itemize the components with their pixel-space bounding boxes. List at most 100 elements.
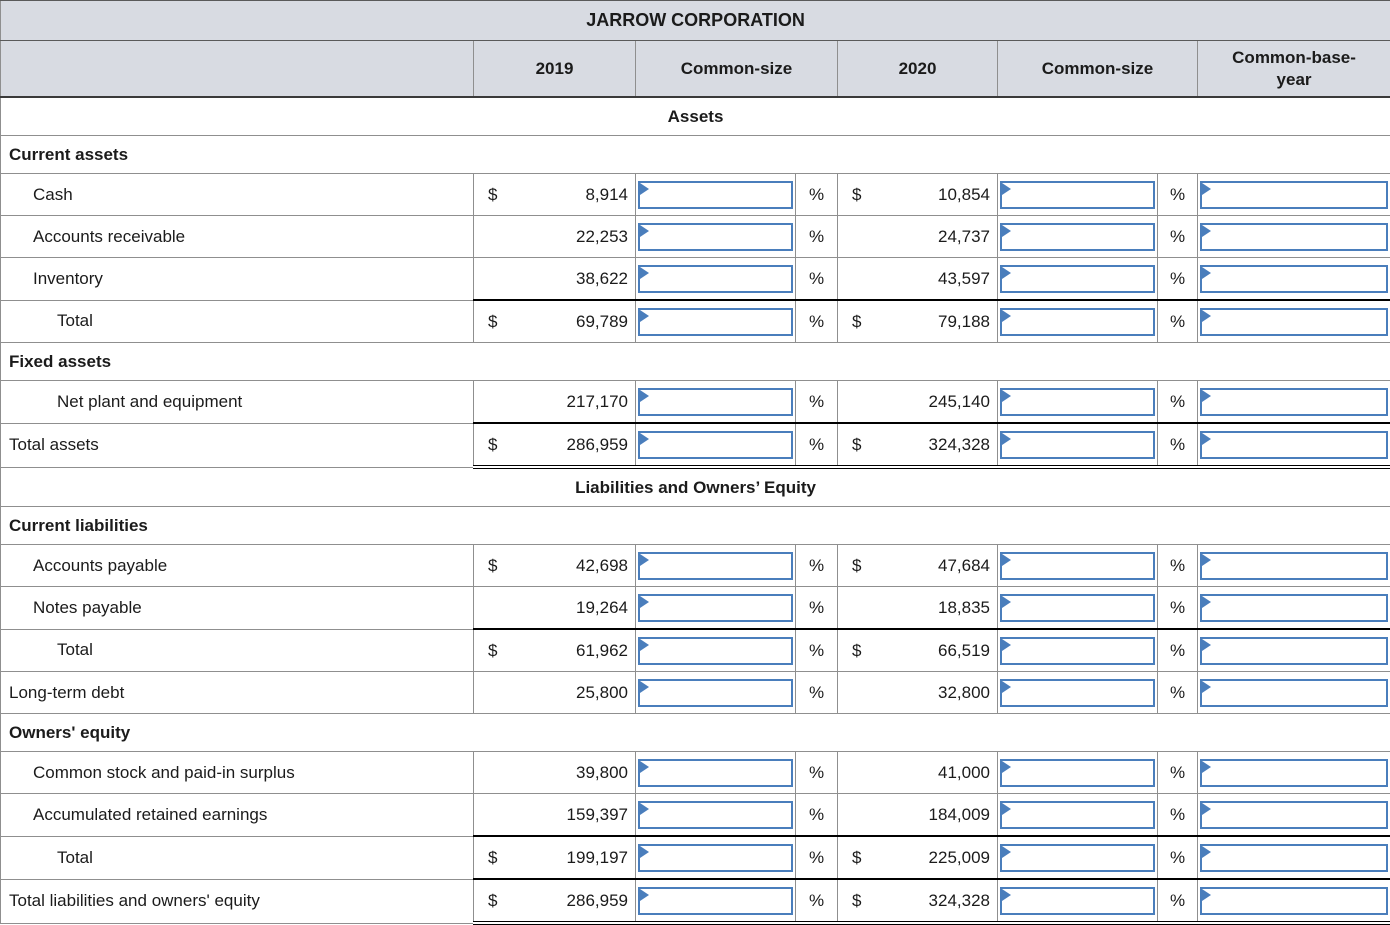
common-size-2020-input[interactable] xyxy=(1000,759,1155,787)
common-base-year-input[interactable] xyxy=(1200,801,1388,829)
common-size-2019-input[interactable] xyxy=(638,679,793,707)
common-size-2019-input[interactable] xyxy=(638,844,793,872)
common-base-year-input[interactable] xyxy=(1200,223,1388,251)
answer-flag-icon xyxy=(1202,554,1211,566)
cell-2020-value: $10,854 xyxy=(838,174,998,216)
common-size-2019-input[interactable] xyxy=(638,265,793,293)
row-label: Total xyxy=(1,629,474,672)
common-size-2019-input[interactable] xyxy=(638,887,793,915)
percent-sign: % xyxy=(1158,836,1198,879)
common-base-year-input[interactable] xyxy=(1200,431,1388,459)
row-label: Total liabilities and owners' equity xyxy=(1,879,474,923)
percent-sign: % xyxy=(1158,672,1198,714)
common-size-2020-input[interactable] xyxy=(1000,679,1155,707)
common-size-2020-input[interactable] xyxy=(1000,431,1155,459)
common-base-year-input[interactable] xyxy=(1200,552,1388,580)
common-size-2020-input[interactable] xyxy=(1000,265,1155,293)
common-size-2019-input[interactable] xyxy=(638,431,793,459)
common-base-year-input[interactable] xyxy=(1200,759,1388,787)
row-label: Inventory xyxy=(1,258,474,301)
value-2020: 10,854 xyxy=(938,185,990,204)
common-size-2019-input[interactable] xyxy=(638,308,793,336)
answer-flag-icon xyxy=(1002,596,1011,608)
table-row-total-assets: Total assets $286,959 % $324,328 % xyxy=(1,423,1390,467)
cell-2020-value: 245,140 xyxy=(838,381,998,424)
common-size-2020-input[interactable] xyxy=(1000,181,1155,209)
answer-flag-icon xyxy=(1202,803,1211,815)
common-base-year-input[interactable] xyxy=(1200,181,1388,209)
table-row-accumulated-retained-earnings: Accumulated retained earnings 159,397 % … xyxy=(1,794,1390,837)
answer-flag-icon xyxy=(1202,761,1211,773)
common-base-year-input[interactable] xyxy=(1200,388,1388,416)
percent-sign: % xyxy=(796,381,838,424)
cell-2019-value: 38,622 xyxy=(474,258,636,301)
answer-flag-icon xyxy=(1202,681,1211,693)
answer-flag-icon xyxy=(1202,225,1211,237)
cell-2020-value: $225,009 xyxy=(838,836,998,879)
cell-2020-value: 24,737 xyxy=(838,216,998,258)
cell-2020-value: $47,684 xyxy=(838,545,998,587)
cell-2019-value: $61,962 xyxy=(474,629,636,672)
answer-flag-icon xyxy=(640,554,649,566)
answer-flag-icon xyxy=(1002,554,1011,566)
group-header-owners-equity: Owners' equity xyxy=(1,714,1390,752)
common-size-2020-input[interactable] xyxy=(1000,594,1155,622)
common-size-2019-input[interactable] xyxy=(638,552,793,580)
answer-flag-icon xyxy=(640,761,649,773)
common-base-year-input[interactable] xyxy=(1200,844,1388,872)
cell-2020-value: $79,188 xyxy=(838,300,998,343)
common-base-year-input[interactable] xyxy=(1200,265,1388,293)
common-size-2019-input[interactable] xyxy=(638,181,793,209)
common-base-year-input[interactable] xyxy=(1200,308,1388,336)
row-label: Accounts receivable xyxy=(1,216,474,258)
percent-sign: % xyxy=(1158,300,1198,343)
column-header-2019: 2019 xyxy=(474,41,636,98)
percent-sign: % xyxy=(796,836,838,879)
row-label: Accumulated retained earnings xyxy=(1,794,474,837)
cell-2019-value: 19,264 xyxy=(474,587,636,630)
answer-flag-icon xyxy=(1002,681,1011,693)
common-base-year-input[interactable] xyxy=(1200,679,1388,707)
cell-2019-value: 22,253 xyxy=(474,216,636,258)
common-size-2020-input[interactable] xyxy=(1000,844,1155,872)
common-size-2020-input[interactable] xyxy=(1000,801,1155,829)
answer-flag-icon xyxy=(1002,225,1011,237)
answer-flag-icon xyxy=(1002,846,1011,858)
common-size-2020-input[interactable] xyxy=(1000,223,1155,251)
percent-sign: % xyxy=(796,752,838,794)
column-header-row: 2019 Common-size 2020 Common-size Common… xyxy=(1,41,1390,98)
table-row-cash: Cash $8,914 % $10,854 % xyxy=(1,174,1390,216)
common-size-2020-input[interactable] xyxy=(1000,552,1155,580)
answer-flag-icon xyxy=(640,183,649,195)
common-size-2019-input[interactable] xyxy=(638,388,793,416)
common-base-year-input[interactable] xyxy=(1200,594,1388,622)
column-header-2020: 2020 xyxy=(838,41,998,98)
common-size-2020-input[interactable] xyxy=(1000,637,1155,665)
cell-2019-value: 217,170 xyxy=(474,381,636,424)
cell-2019-value: $286,959 xyxy=(474,423,636,467)
cell-2020-value: $324,328 xyxy=(838,423,998,467)
cell-2019-value: $8,914 xyxy=(474,174,636,216)
table-row-inventory: Inventory 38,622 % 43,597 % xyxy=(1,258,1390,301)
table-row-accounts-payable: Accounts payable $42,698 % $47,684 % xyxy=(1,545,1390,587)
common-size-2020-input[interactable] xyxy=(1000,388,1155,416)
column-header-common-size-2020: Common-size xyxy=(998,41,1198,98)
answer-flag-icon xyxy=(1002,267,1011,279)
common-size-2019-input[interactable] xyxy=(638,801,793,829)
common-size-2019-input[interactable] xyxy=(638,637,793,665)
common-size-2019-input[interactable] xyxy=(638,223,793,251)
cell-2019-value: $199,197 xyxy=(474,836,636,879)
common-size-2019-input[interactable] xyxy=(638,594,793,622)
common-size-2020-input[interactable] xyxy=(1000,308,1155,336)
column-header-empty xyxy=(1,41,474,98)
answer-flag-icon xyxy=(1202,390,1211,402)
row-label: Notes payable xyxy=(1,587,474,630)
common-size-2020-input[interactable] xyxy=(1000,887,1155,915)
common-size-2019-input[interactable] xyxy=(638,759,793,787)
common-base-year-input[interactable] xyxy=(1200,637,1388,665)
row-label: Cash xyxy=(1,174,474,216)
table-row-long-term-debt: Long-term debt 25,800 % 32,800 % xyxy=(1,672,1390,714)
group-header-owners-equity-row: Owners' equity xyxy=(1,714,1390,752)
group-header-current-assets-row: Current assets xyxy=(1,136,1390,174)
common-base-year-input[interactable] xyxy=(1200,887,1388,915)
